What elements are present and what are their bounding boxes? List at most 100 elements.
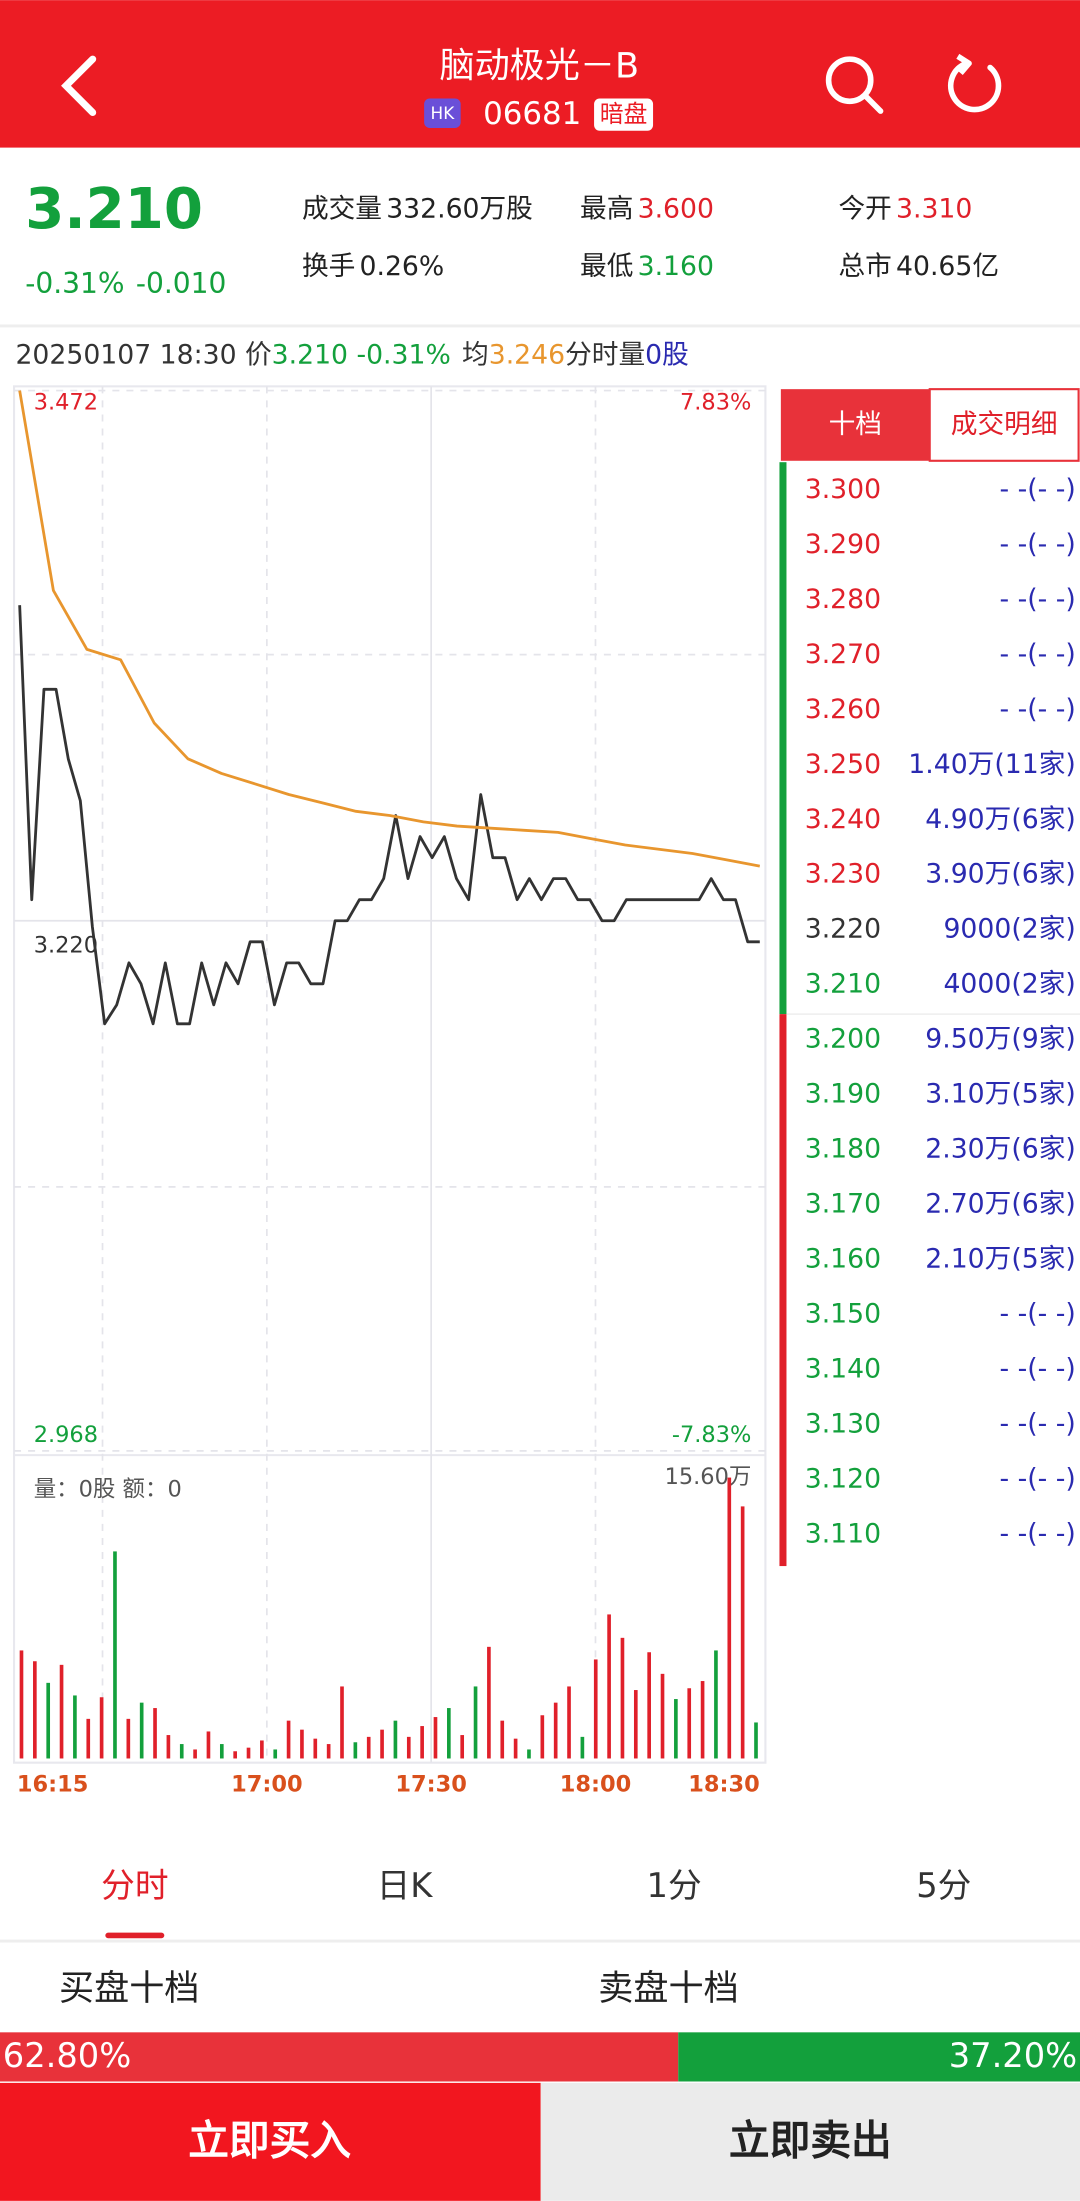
last-price: 3.210 <box>25 177 203 242</box>
stat-value: 3.310 <box>896 193 972 224</box>
volume-bar <box>727 1477 732 1759</box>
book-volume: 3.10万(5家) <box>925 1079 1076 1110</box>
volume-bar <box>380 1729 384 1759</box>
info-change-pct: -0.31% <box>356 339 450 370</box>
book-price: 3.110 <box>805 1519 881 1550</box>
change-abs: -0.010 <box>136 267 227 300</box>
book-price: 3.210 <box>805 969 881 1000</box>
volume-bar <box>139 1702 144 1759</box>
stat-label: 最高 <box>580 193 633 224</box>
stat-value: 3.600 <box>638 193 714 224</box>
volume-bar <box>366 1736 371 1759</box>
volume-bar <box>540 1715 545 1759</box>
pct-label: -7.83% <box>672 1422 752 1448</box>
period-tab[interactable]: 日K <box>377 1866 434 1905</box>
pct-label: 7.83% <box>680 390 751 416</box>
book-price: 3.240 <box>805 804 881 835</box>
sell-ratio-bar <box>678 2032 1080 2082</box>
volume-bar <box>286 1720 291 1759</box>
sell-ratio-label: 37.20% <box>949 2036 1077 2075</box>
volume-bar <box>233 1751 237 1759</box>
dark-pool-tag: 暗盘 <box>600 100 648 128</box>
volume-bar <box>33 1661 37 1759</box>
stat-label: 总市 <box>838 250 891 281</box>
stat-label: 成交量 <box>302 193 382 224</box>
stat-label: 最低 <box>580 250 633 281</box>
book-tab[interactable]: 成交明细 <box>951 409 1058 440</box>
tab-trades[interactable] <box>928 388 1080 462</box>
sell-button[interactable] <box>540 2082 1080 2201</box>
book-price: 3.130 <box>805 1409 881 1440</box>
stat-value: 40.65亿 <box>896 250 999 281</box>
x-tick-label: 16:15 <box>17 1772 89 1798</box>
book-tab[interactable]: 十档 <box>829 409 882 440</box>
volume-caption: 量：0股 额：0 <box>34 1477 182 1503</box>
stat: 总市 40.65亿 <box>838 250 999 281</box>
period-tab[interactable]: 5分 <box>916 1866 971 1905</box>
book-price: 3.280 <box>805 584 881 615</box>
volume-bar <box>754 1722 758 1759</box>
volume-bar <box>633 1690 638 1759</box>
volume-bar <box>393 1720 398 1759</box>
stock-name: 脑动极光－B <box>439 46 639 87</box>
price-change: -0.31% -0.010 <box>25 267 226 300</box>
info-datetime: 20250107 18:30 <box>15 339 236 370</box>
active-tab-underline <box>105 1932 165 1939</box>
stat: 今开 3.310 <box>838 193 972 224</box>
stat: 最低 3.160 <box>580 250 714 281</box>
x-tick-label: 18:30 <box>688 1772 760 1798</box>
stat: 成交量 332.60万股 <box>302 193 533 224</box>
x-tick-label: 17:00 <box>231 1772 303 1798</box>
volume-bar <box>553 1702 558 1759</box>
y-tick-label: 3.472 <box>34 390 98 416</box>
sell-book-label: 卖盘十档 <box>598 1968 738 2009</box>
series-line <box>18 390 761 868</box>
volume-bar <box>593 1659 598 1759</box>
volume-bar <box>473 1686 478 1759</box>
back-button[interactable] <box>61 55 97 117</box>
book-volume: - -(- -) <box>1000 639 1076 670</box>
volume-bar <box>166 1735 171 1759</box>
volume-bar <box>99 1697 104 1759</box>
volume-bar <box>740 1506 745 1759</box>
volume-bar <box>260 1740 264 1759</box>
info-vol: 0股 <box>645 339 689 370</box>
tab-level10[interactable] <box>780 389 930 461</box>
buy-button-label[interactable]: 立即买入 <box>188 2116 351 2164</box>
book-price: 3.190 <box>805 1079 881 1110</box>
header-bar <box>0 0 1080 148</box>
volume-bar <box>353 1742 358 1759</box>
period-tab[interactable]: 分时 <box>101 1866 168 1905</box>
volume-bar <box>46 1682 51 1759</box>
change-pct: -0.31% <box>25 267 124 300</box>
volume-bar <box>73 1695 77 1759</box>
volume-bar <box>59 1664 64 1759</box>
book-volume: 2.10万(5家) <box>925 1244 1076 1275</box>
y-tick-label: 2.968 <box>34 1422 98 1448</box>
period-tab[interactable]: 1分 <box>647 1866 702 1905</box>
volume-bar <box>406 1736 411 1759</box>
book-price: 3.260 <box>805 694 881 725</box>
volume-bar <box>500 1720 505 1759</box>
sell-button-label[interactable]: 立即卖出 <box>729 2116 892 2164</box>
book-price: 3.150 <box>805 1299 881 1330</box>
book-volume: 4000(2家) <box>943 969 1075 1000</box>
buy-button[interactable] <box>0 2082 541 2201</box>
volume-bar <box>487 1646 491 1759</box>
volume-bar <box>660 1673 665 1759</box>
market-badge: HK <box>431 103 456 123</box>
volume-max-label: 15.60万 <box>665 1464 752 1490</box>
refresh-button[interactable] <box>947 53 1002 113</box>
book-price: 3.250 <box>805 749 881 780</box>
volume-bar <box>460 1735 465 1759</box>
book-price: 3.270 <box>805 639 881 670</box>
stat-label: 今开 <box>838 193 891 224</box>
book-volume: - -(- -) <box>1000 474 1076 505</box>
book-volume: - -(- -) <box>1000 1409 1076 1440</box>
volume-bar <box>326 1744 331 1759</box>
search-button[interactable] <box>825 56 884 114</box>
volume-bar <box>567 1686 571 1759</box>
book-price: 3.180 <box>805 1134 881 1165</box>
stat: 最高 3.600 <box>580 193 714 224</box>
volume-bar <box>153 1708 157 1759</box>
